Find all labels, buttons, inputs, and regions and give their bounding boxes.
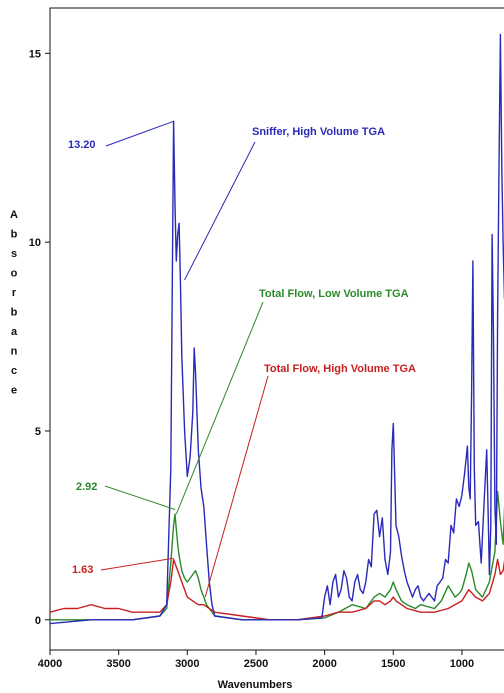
y-tick-label: 10 xyxy=(29,237,41,249)
y-axis-title-letter: c xyxy=(11,365,17,377)
series-layer xyxy=(49,33,504,625)
y-tick-label: 0 xyxy=(35,615,41,627)
annotation-label: 2.92 xyxy=(76,481,97,493)
annotation-leader xyxy=(100,557,174,571)
y-axis-title-letter: n xyxy=(11,346,18,358)
plot-frame xyxy=(49,7,504,651)
y-tick-label: 5 xyxy=(35,426,41,438)
series-label-leader xyxy=(184,141,256,281)
annotation-leader xyxy=(104,485,176,510)
y-axis-title-letter: A xyxy=(10,209,18,221)
x-tick-label: 3000 xyxy=(175,658,199,670)
x-tick-label: 2000 xyxy=(312,658,336,670)
y-axis: 0 5 10 15 xyxy=(29,48,50,627)
series-label: Total Flow, Low Volume TGA xyxy=(259,288,409,300)
series-line-0 xyxy=(49,33,504,625)
annotation-layer: 13.20 2.92 1.63 Sniffer, High Volume TGA Tot… xyxy=(68,120,416,598)
series-label-leader xyxy=(175,301,264,515)
x-tick-label: 4000 xyxy=(38,658,62,670)
x-axis-title: Wavenumbers xyxy=(218,679,293,691)
y-axis-title-letter: r xyxy=(12,287,17,299)
series-label-leader xyxy=(204,375,269,598)
y-axis-title-letter: a xyxy=(11,326,18,338)
x-tick-label: 1000 xyxy=(450,658,474,670)
annotation-label: 1.63 xyxy=(72,564,93,576)
y-axis-title-letter: b xyxy=(11,307,18,319)
x-tick-label: 3500 xyxy=(106,658,130,670)
annotation-label: 13.20 xyxy=(68,139,96,151)
y-tick-label: 15 xyxy=(29,48,41,60)
series-line-1 xyxy=(50,490,504,621)
series-label: Total Flow, High Volume TGA xyxy=(264,363,416,375)
y-axis-title-letter: e xyxy=(11,385,17,397)
x-tick-label: 2500 xyxy=(244,658,268,670)
y-axis-title-letter: s xyxy=(11,248,17,260)
annotation-leader xyxy=(105,120,174,147)
y-axis-title-letter: b xyxy=(11,229,18,241)
series-line-2 xyxy=(49,558,504,621)
x-axis: 4000 3500 3000 2500 2000 1500 1000 xyxy=(38,650,474,670)
series-label: Sniffer, High Volume TGA xyxy=(252,126,385,138)
x-tick-label: 1500 xyxy=(381,658,405,670)
y-axis-title-letter: o xyxy=(11,268,18,280)
